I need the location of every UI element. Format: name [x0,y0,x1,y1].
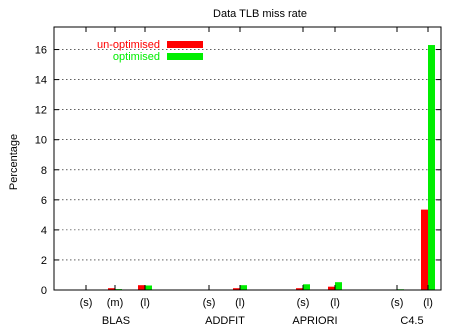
bar-optimised [240,285,247,290]
x-tick-label: (m) [107,297,124,309]
bar-optimised [145,285,152,290]
bar-optimised [335,282,342,290]
grid-lines [54,49,441,261]
x-group-label: BLAS [102,315,130,327]
bar-optimised [428,45,435,290]
x-tick-label: (s) [297,297,310,309]
bars [79,45,435,290]
axis-ticks: 0 2 4 6 8 10 12 14 16 (s) (m) (l) (s) (l) (s) (l) (s) (l)… [35,27,441,327]
y-axis-label: Percentage [8,134,20,190]
chart-title: Data TLB miss rate [213,8,307,20]
y-tick-label: 10 [35,135,47,147]
y-tick-label: 8 [41,165,47,177]
legend-swatch [167,53,203,60]
y-tick-label: 0 [41,285,47,297]
bar-un-optimised [108,288,115,290]
x-group-label: APRIORI [292,315,337,327]
y-tick-label: 16 [35,45,47,57]
y-tick-label: 4 [41,225,47,237]
bar-un-optimised [421,209,428,290]
x-tick-label: (s) [391,297,404,309]
bar-un-optimised [328,286,335,290]
x-tick-label: (l) [330,297,340,309]
bar-un-optimised [233,288,240,290]
y-tick-label: 14 [35,75,47,87]
x-tick-label: (l) [140,297,150,309]
y-tick-label: 6 [41,195,47,207]
bar-un-optimised [138,285,145,290]
legend-label: un-optimised [97,39,160,51]
x-tick-label: (l) [423,297,433,309]
x-tick-label: (s) [80,297,93,309]
legend-label: optimised [113,51,160,63]
plot-frame [53,26,442,291]
x-group-label: C4.5 [400,315,423,327]
bar-optimised [303,284,310,290]
legend-swatch [167,41,203,48]
x-tick-label: (s) [203,297,216,309]
x-group-label: ADDFIT [205,315,245,327]
y-tick-label: 12 [35,105,47,117]
y-tick-label: 2 [41,255,47,267]
x-tick-label: (l) [235,297,245,309]
bar-un-optimised [296,288,303,290]
